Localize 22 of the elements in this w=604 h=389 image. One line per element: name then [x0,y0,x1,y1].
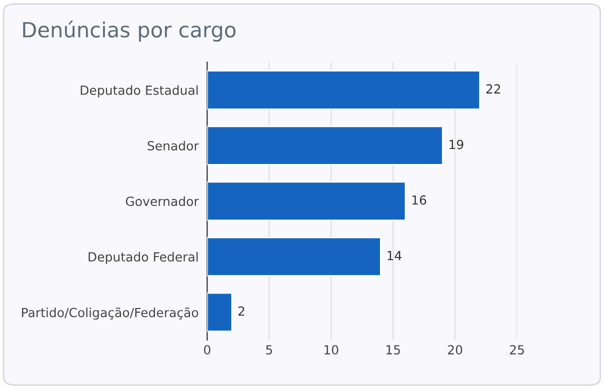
y-tick-label: Deputado Federal [88,252,198,264]
x-tick-label: 5 [266,345,272,355]
bar [207,236,382,277]
x-tick-label: 25 [510,345,524,355]
data-label: 2 [238,306,244,316]
data-label: 19 [450,140,464,150]
bar [207,70,481,110]
x-tick-label: 10 [324,345,338,355]
y-tick-label: Governador [126,196,199,206]
y-tick-label: Partido/Coligação/Federação [22,307,198,320]
y-tick-label: Deputado Estadual [80,85,198,98]
y-tick-label: Senador [148,140,199,150]
data-label: 22 [486,84,500,94]
bar [207,126,444,166]
bar [207,181,406,221]
x-tick-label: 15 [386,345,400,355]
data-label: 16 [412,195,426,205]
x-tick-label: 20 [448,345,462,355]
bar [207,292,233,332]
data-label: 14 [388,251,402,260]
x-tick-label: 0 [204,345,210,355]
chart-title: Denúncias por cargo [23,20,236,42]
